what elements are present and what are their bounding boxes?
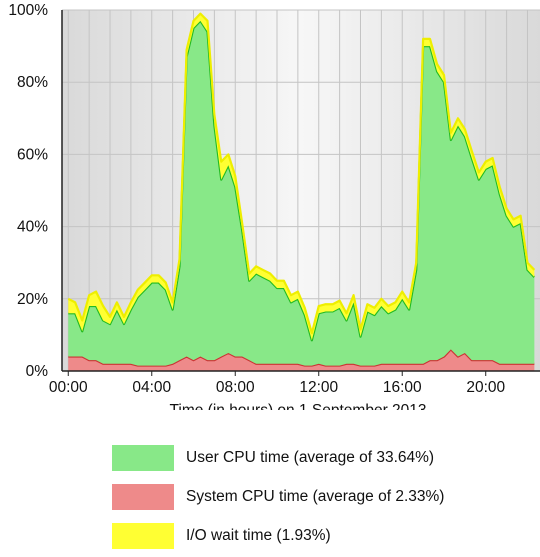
legend-label-io-wait: I/O wait time (1.93%) <box>186 527 331 544</box>
x-tick-label: 04:00 <box>132 379 171 396</box>
stacked-areas <box>67 12 536 371</box>
x-tick-label: 08:00 <box>216 379 255 396</box>
legend-swatch-user-cpu <box>112 445 174 471</box>
series-line-2 <box>67 12 536 335</box>
x-tick-label: 00:00 <box>49 379 88 396</box>
x-tick-label: 20:00 <box>466 379 505 396</box>
x-axis-label: Time (in hours) on 1 September 2013 <box>169 402 426 410</box>
y-axis-tick-labels: 0% 20% 40% 60% 80% 100% <box>8 2 48 380</box>
legend: User CPU time (average of 33.64%) System… <box>112 440 532 557</box>
x-axis-tick-labels: 00:00 04:00 08:00 12:00 16:00 20:00 <box>49 379 506 396</box>
legend-label-user-cpu: User CPU time (average of 33.64%) <box>186 449 435 466</box>
cpu-usage-chart: 0% 20% 40% 60% 80% 100% 00:00 04:00 08:00 12:00 1… <box>8 2 540 410</box>
x-tick-label: 16:00 <box>383 379 422 396</box>
legend-swatch-io-wait <box>112 523 174 549</box>
legend-label-system-cpu: System CPU time (average of 2.33%) <box>186 488 445 505</box>
legend-item-user-cpu: User CPU time (average of 33.64%) <box>112 440 532 476</box>
y-tick-label: 20% <box>17 291 48 308</box>
legend-item-io-wait: I/O wait time (1.93%) <box>112 518 532 554</box>
series-area-1 <box>68 20 535 366</box>
x-tick-label: 12:00 <box>299 379 338 396</box>
legend-item-system-cpu: System CPU time (average of 2.33%) <box>112 479 532 515</box>
series-area-0 <box>68 349 535 371</box>
y-tick-label: 40% <box>17 219 48 236</box>
y-tick-label: 100% <box>8 2 48 19</box>
y-tick-label: 0% <box>26 363 49 380</box>
axes <box>61 10 540 376</box>
y-tick-label: 60% <box>17 146 48 163</box>
legend-swatch-system-cpu <box>112 484 174 510</box>
y-tick-label: 80% <box>17 74 48 91</box>
